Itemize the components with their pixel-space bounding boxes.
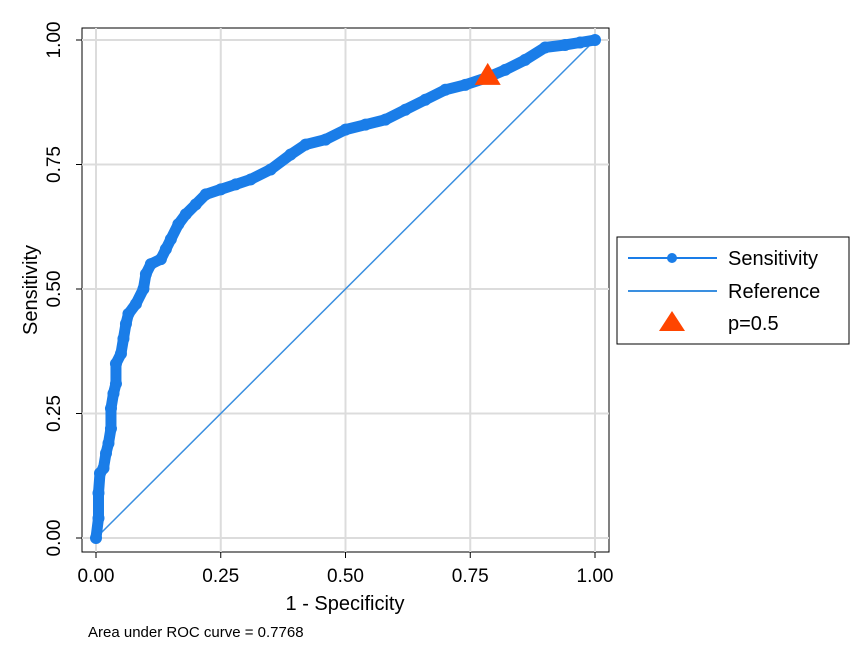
sensitivity-point: [244, 173, 257, 186]
sensitivity-point: [159, 243, 172, 256]
sensitivity-point: [172, 218, 185, 231]
sensitivity-point: [90, 532, 102, 544]
x-tick-label: 0.00: [78, 566, 115, 587]
sensitivity-point: [122, 307, 135, 320]
sensitivity-point: [189, 198, 202, 211]
sensitivity-point: [439, 83, 452, 96]
sensitivity-point: [299, 138, 312, 151]
sensitivity-point: [339, 123, 352, 136]
threshold-marker: [474, 62, 501, 85]
series-layer: [90, 34, 601, 544]
sensitivity-point: [144, 258, 157, 271]
sensitivity-point: [137, 283, 150, 295]
sensitivity-point: [559, 38, 572, 51]
x-axis-title: 1 - Specificity: [286, 593, 405, 615]
sensitivity-point: [199, 188, 212, 201]
sensitivity-point: [179, 208, 192, 221]
sensitivity-point: [589, 34, 601, 46]
legend-reference-label: Reference: [728, 281, 820, 303]
sensitivity-point: [107, 387, 120, 400]
x-axis-ticks: 0.00 0.25 0.50 0.75 1.00: [78, 552, 614, 587]
sensitivity-point: [129, 297, 142, 310]
legend: Sensitivity Reference p=0.5: [616, 236, 850, 345]
sensitivity-point: [539, 41, 552, 54]
y-tick-label: 0.25: [44, 395, 65, 432]
y-tick-label: 1.00: [44, 22, 65, 59]
legend-threshold-label: p=0.5: [728, 313, 779, 335]
y-tick-label: 0.75: [44, 146, 65, 183]
sensitivity-point: [574, 36, 587, 49]
sensitivity-point: [229, 178, 242, 191]
sensitivity-point: [419, 93, 432, 106]
sensitivity-point: [264, 163, 277, 176]
legend-threshold-marker: [659, 311, 685, 331]
sensitivity-point: [109, 377, 122, 390]
sensitivity-point: [154, 253, 167, 266]
y-axis-title: Sensitivity: [20, 245, 42, 335]
x-tick-label: 0.50: [327, 566, 364, 587]
sensitivity-point: [214, 183, 227, 196]
sensitivity-point: [139, 268, 152, 281]
grid-lines: [82, 28, 609, 552]
sensitivity-point: [459, 78, 472, 91]
sensitivity-point: [104, 402, 117, 415]
sensitivity-point: [399, 103, 412, 116]
sensitivity-point: [519, 53, 532, 66]
x-tick-label: 1.00: [577, 566, 614, 587]
sensitivity-point: [97, 462, 110, 475]
y-tick-label: 0.50: [44, 271, 65, 308]
sensitivity-point: [92, 487, 105, 500]
y-axis-ticks: 0.00 0.25 0.50 0.75 1.00: [44, 22, 82, 557]
x-tick-label: 0.25: [202, 566, 239, 587]
x-tick-label: 0.75: [452, 566, 489, 587]
sensitivity-point: [99, 447, 112, 460]
legend-sensitivity-marker: [667, 253, 677, 263]
auc-note: Area under ROC curve = 0.7768: [88, 624, 304, 641]
sensitivity-point: [109, 357, 122, 370]
sensitivity-point: [164, 233, 177, 246]
sensitivity-point: [104, 422, 117, 435]
sensitivity-point: [92, 512, 105, 525]
sensitivity-point: [379, 113, 392, 126]
sensitivity-point: [359, 118, 372, 131]
sensitivity-point: [499, 63, 512, 76]
legend-sensitivity-label: Sensitivity: [728, 248, 818, 270]
sensitivity-point: [114, 347, 127, 360]
reference-line: [95, 39, 596, 539]
y-tick-label: 0.00: [44, 520, 65, 557]
sensitivity-point: [119, 317, 132, 330]
sensitivity-point: [319, 133, 332, 146]
sensitivity-point: [284, 148, 297, 161]
sensitivity-point: [117, 332, 130, 345]
sensitivity-point: [102, 437, 115, 450]
